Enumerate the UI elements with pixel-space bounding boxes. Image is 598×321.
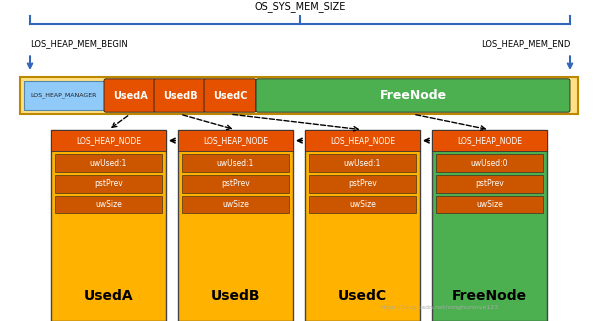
Bar — [436, 154, 543, 172]
Bar — [309, 154, 416, 172]
Text: LOS_HEAP_NODE: LOS_HEAP_NODE — [203, 136, 268, 145]
Text: FreeNode: FreeNode — [380, 89, 447, 102]
Text: uwUsed:1: uwUsed:1 — [217, 159, 254, 168]
Bar — [182, 154, 289, 172]
Bar — [309, 175, 416, 193]
Bar — [178, 130, 293, 321]
Bar — [432, 130, 547, 152]
Text: UsedC: UsedC — [338, 289, 387, 302]
FancyBboxPatch shape — [256, 79, 570, 112]
Bar — [182, 175, 289, 193]
Text: pstPrev: pstPrev — [94, 179, 123, 188]
Bar — [305, 130, 420, 321]
Text: UsedB: UsedB — [210, 289, 260, 302]
Text: https://blog.csdn.net/xinghunlove123: https://blog.csdn.net/xinghunlove123 — [380, 305, 498, 310]
Text: uwUsed:1: uwUsed:1 — [344, 159, 381, 168]
FancyBboxPatch shape — [154, 79, 206, 112]
Text: LOS_HEAP_MEM_END: LOS_HEAP_MEM_END — [481, 39, 570, 48]
Bar — [55, 154, 162, 172]
Text: pstPrev: pstPrev — [348, 179, 377, 188]
Text: FreeNode: FreeNode — [452, 289, 527, 302]
Text: pstPrev: pstPrev — [221, 179, 250, 188]
FancyBboxPatch shape — [104, 79, 156, 112]
Bar — [24, 81, 104, 110]
Bar — [51, 130, 166, 152]
Text: uwSize: uwSize — [349, 200, 376, 209]
Text: LOS_HEAP_NODE: LOS_HEAP_NODE — [330, 136, 395, 145]
Bar — [55, 175, 162, 193]
Bar — [436, 195, 543, 213]
Text: uwUsed:0: uwUsed:0 — [471, 159, 508, 168]
Text: UsedA: UsedA — [112, 91, 147, 100]
Bar — [51, 130, 166, 321]
Text: uwSize: uwSize — [222, 200, 249, 209]
Text: pstPrev: pstPrev — [475, 179, 504, 188]
Text: UsedB: UsedB — [163, 91, 197, 100]
Bar — [20, 77, 578, 114]
Bar — [182, 195, 289, 213]
Bar — [309, 195, 416, 213]
Text: LOS_HEAP_NODE: LOS_HEAP_NODE — [457, 136, 522, 145]
Bar — [55, 195, 162, 213]
Bar — [432, 130, 547, 321]
Text: OS_SYS_MEM_SIZE: OS_SYS_MEM_SIZE — [254, 1, 346, 12]
FancyBboxPatch shape — [204, 79, 256, 112]
Bar — [436, 175, 543, 193]
Text: LOS_HEAP_MEM_BEGIN: LOS_HEAP_MEM_BEGIN — [30, 39, 128, 48]
Text: LOS_HEAP_NODE: LOS_HEAP_NODE — [76, 136, 141, 145]
Text: uwSize: uwSize — [95, 200, 122, 209]
Bar — [305, 130, 420, 152]
Text: UsedC: UsedC — [213, 91, 247, 100]
Text: uwUsed:1: uwUsed:1 — [90, 159, 127, 168]
Bar — [178, 130, 293, 152]
Text: uwSize: uwSize — [476, 200, 503, 209]
Text: UsedA: UsedA — [84, 289, 133, 302]
Text: LOS_HEAP_MANAGER: LOS_HEAP_MANAGER — [31, 93, 97, 98]
